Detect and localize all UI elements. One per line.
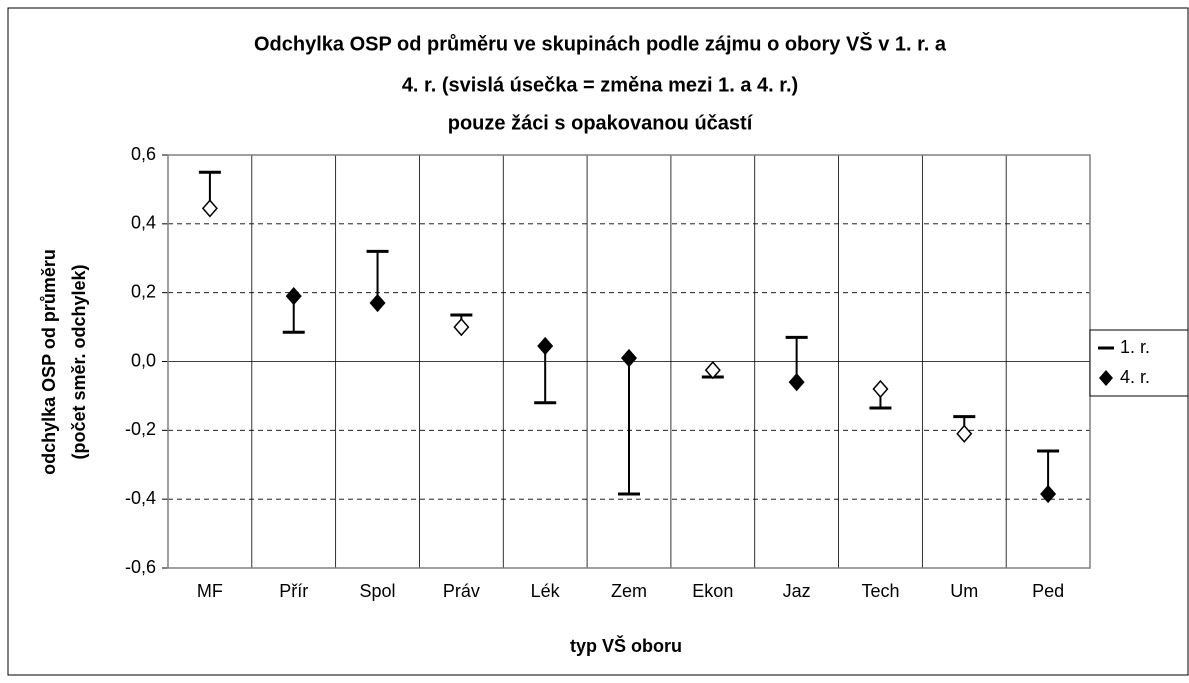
y-tick-label: 0,0 bbox=[131, 350, 156, 370]
legend-marker bbox=[1099, 370, 1113, 386]
y-tick-label: 0,4 bbox=[131, 213, 156, 233]
marker-diamond bbox=[285, 286, 302, 306]
marker-diamond bbox=[369, 293, 386, 313]
x-tick-label: Tech bbox=[861, 581, 899, 601]
x-tick-label: Ped bbox=[1032, 581, 1064, 601]
marker-diamond bbox=[788, 373, 805, 392]
x-tick-label: Přír bbox=[279, 581, 308, 601]
marker-diamond bbox=[1040, 484, 1057, 504]
chart-title: Odchylka OSP od průměru ve skupinách pod… bbox=[254, 31, 947, 55]
legend-label: 1. r. bbox=[1120, 337, 1150, 357]
marker-diamond bbox=[872, 379, 889, 399]
y-axis-title: odchylka OSP od průměru bbox=[39, 249, 59, 475]
marker-diamond bbox=[453, 317, 470, 337]
marker-diamond bbox=[704, 360, 721, 380]
x-tick-label: Jaz bbox=[783, 581, 811, 601]
y-tick-label: 0,6 bbox=[131, 144, 156, 164]
y-tick-label: 0,2 bbox=[131, 281, 156, 301]
marker-diamond bbox=[201, 199, 218, 218]
marker-diamond bbox=[956, 424, 973, 443]
x-tick-label: Lék bbox=[531, 581, 561, 601]
marker-diamond bbox=[621, 348, 637, 368]
x-tick-label: Ekon bbox=[692, 581, 733, 601]
legend-label: 4. r. bbox=[1120, 367, 1150, 387]
x-tick-label: MF bbox=[197, 581, 223, 601]
x-tick-label: Práv bbox=[443, 581, 480, 601]
marker-diamond bbox=[537, 336, 554, 356]
x-axis-title: typ VŠ oboru bbox=[570, 635, 682, 656]
y-tick-label: -0,6 bbox=[125, 557, 156, 577]
x-tick-label: Spol bbox=[360, 581, 396, 601]
y-axis-title: (počet směr. odchylek) bbox=[69, 264, 89, 459]
x-tick-label: Zem bbox=[611, 581, 647, 601]
chart-title: pouze žáci s opakovanou účastí bbox=[448, 112, 754, 134]
chart-title: 4. r. (svislá úsečka = změna mezi 1. a 4… bbox=[402, 74, 798, 96]
y-tick-label: -0,4 bbox=[125, 488, 156, 508]
y-tick-label: -0,2 bbox=[125, 419, 156, 439]
x-tick-label: Um bbox=[950, 581, 978, 601]
